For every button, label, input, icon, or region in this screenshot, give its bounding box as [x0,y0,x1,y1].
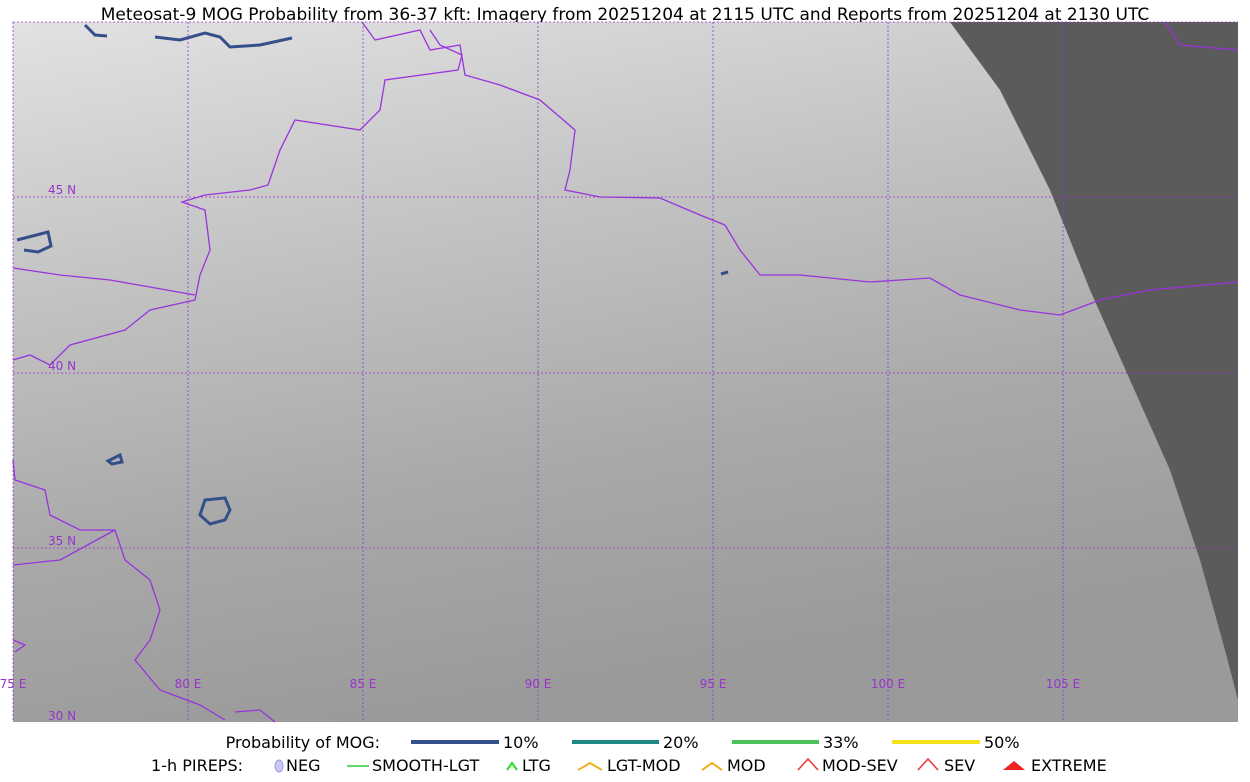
pirep-icon [577,761,603,771]
border [12,639,27,653]
legend-item: 20% [663,733,699,752]
legend-label: 1-h PIREPS: [151,756,243,775]
legend-label: Probability of MOG: [226,733,380,752]
title: Meteosat-9 MOG Probability from 36-37 kf… [101,5,1150,25]
lon-label: 85 E [350,677,377,691]
contour [105,452,124,466]
contour [83,23,108,38]
legend-item: 33% [823,733,859,752]
lon-label: 105 E [1046,677,1080,691]
lat-label: 30 N [48,709,76,723]
lon-label: 80 E [175,677,202,691]
legend-item: 10% [503,733,539,752]
border [12,29,463,366]
legend-item: SMOOTH-LGT [372,756,479,775]
legend-item: NEG [286,756,320,775]
legend: Probability of MOG: 10% 20% 33% 50% 1-h … [151,733,1107,775]
border [361,21,1239,316]
map: 45 N 40 N 35 N 30 N 75 E 80 E 85 E 90 E … [0,21,1239,723]
no-data-region [950,22,1238,700]
border [12,459,226,721]
pirep-icon [701,761,723,771]
legend-item: EXTREME [1031,756,1107,775]
pirep-icon [506,761,518,771]
lon-label: 95 E [700,677,727,691]
lon-label: 75 E [0,677,26,691]
lon-label: 90 E [525,677,552,691]
borders [12,21,1239,723]
pirep-icon [917,757,939,771]
mog-contours [16,23,729,526]
border [234,709,276,723]
lat-label: 40 N [48,359,76,373]
legend-item: LTG [522,756,551,775]
contour [154,31,293,49]
grid-labels: 45 N 40 N 35 N 30 N 75 E 80 E 85 E 90 E … [0,183,1080,723]
border [1164,21,1239,51]
lat-label: 45 N [48,183,76,197]
legend-item: SEV [944,756,975,775]
legend-item: 50% [984,733,1020,752]
legend-item: LGT-MOD [607,756,681,775]
border [12,529,116,566]
lat-label: 35 N [48,534,76,548]
pirep-icon [797,757,819,771]
legend-item: MOD [727,756,766,775]
lon-label: 100 E [871,677,905,691]
pirep-icon [274,759,284,773]
legend-item: MOD-SEV [822,756,898,775]
graticule [12,21,1238,722]
border [12,267,196,296]
contour [198,496,232,526]
contour [16,230,53,254]
pirep-icon [1003,761,1025,770]
contour [720,270,729,276]
